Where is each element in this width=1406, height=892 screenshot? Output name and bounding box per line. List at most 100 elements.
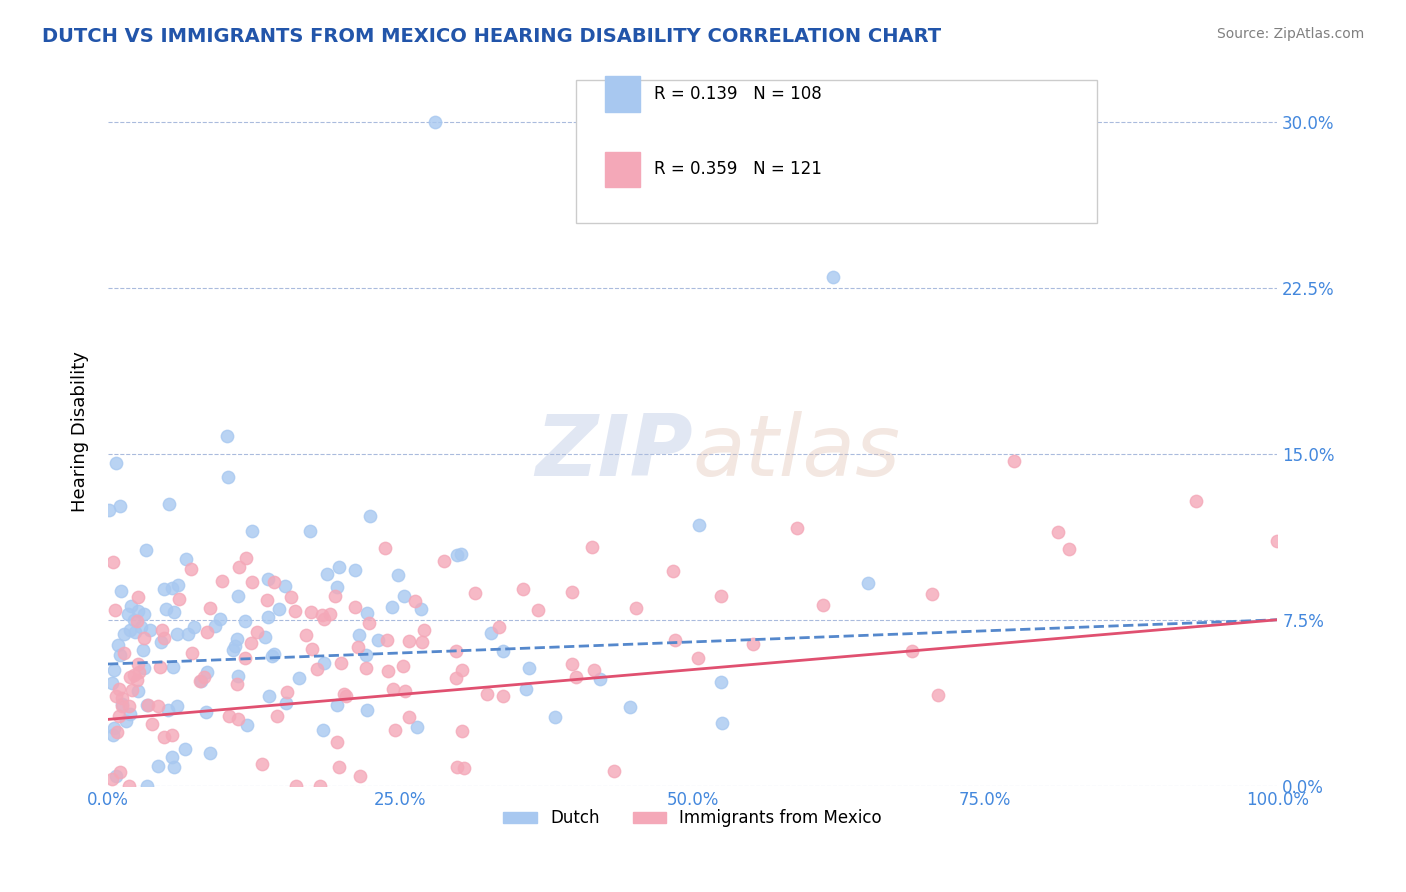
Point [162, 760, 184, 774]
Point [108, 648, 131, 662]
Point [312, 656, 335, 670]
Point [356, 606, 378, 620]
Point [110, 697, 132, 711]
Point [394, 589, 416, 603]
Text: R = 0.139   N = 108: R = 0.139 N = 108 [654, 85, 821, 103]
Point [107, 638, 129, 652]
Point [129, 620, 152, 634]
Point [228, 669, 250, 683]
Point [328, 759, 350, 773]
Point [329, 656, 352, 670]
Point [103, 555, 125, 569]
Point [398, 709, 420, 723]
Point [425, 114, 447, 128]
Point [118, 779, 141, 793]
Point [312, 612, 335, 626]
Point [128, 665, 150, 679]
Point [121, 683, 143, 698]
Point [198, 600, 221, 615]
Point [122, 667, 145, 681]
Point [245, 624, 267, 639]
Point [236, 718, 259, 732]
Point [132, 661, 155, 675]
Point [149, 634, 172, 648]
Point [132, 607, 155, 621]
Point [491, 689, 513, 703]
Point [160, 581, 183, 595]
Point [284, 604, 307, 618]
Point [108, 500, 131, 514]
Point [198, 747, 221, 761]
Point [411, 635, 433, 649]
Point [180, 562, 202, 576]
Point [166, 627, 188, 641]
Point [565, 670, 588, 684]
Point [451, 724, 474, 739]
Point [103, 722, 125, 736]
Point [517, 660, 540, 674]
Point [118, 670, 141, 684]
Point [104, 603, 127, 617]
Point [167, 591, 190, 606]
Point [274, 696, 297, 710]
Point [686, 651, 709, 665]
Point [512, 582, 534, 597]
Point [312, 723, 335, 737]
Text: Source: ZipAtlas.com: Source: ZipAtlas.com [1216, 27, 1364, 41]
Point [195, 665, 218, 680]
Point [257, 689, 280, 703]
Point [263, 647, 285, 661]
Point [326, 580, 349, 594]
Point [110, 584, 132, 599]
Point [107, 709, 129, 723]
Point [152, 582, 174, 596]
Y-axis label: Hearing Disability: Hearing Disability [72, 351, 89, 512]
Point [188, 673, 211, 688]
Point [602, 764, 624, 778]
Point [152, 632, 174, 646]
Point [619, 700, 641, 714]
Point [411, 601, 433, 615]
Point [446, 760, 468, 774]
Point [242, 524, 264, 539]
Point [221, 643, 243, 657]
Point [132, 631, 155, 645]
Point [135, 698, 157, 712]
Point [387, 568, 409, 582]
Point [328, 559, 350, 574]
Point [141, 717, 163, 731]
Legend: Dutch, Immigrants from Mexico: Dutch, Immigrants from Mexico [496, 803, 889, 834]
Point [444, 671, 467, 685]
Point [335, 689, 357, 703]
Point [354, 661, 377, 675]
Point [190, 673, 212, 688]
Point [193, 670, 215, 684]
Point [218, 709, 240, 723]
Point [112, 627, 135, 641]
Point [359, 616, 381, 631]
Point [228, 560, 250, 574]
Point [108, 765, 131, 780]
Point [155, 601, 177, 615]
Point [174, 741, 197, 756]
Point [433, 554, 456, 568]
Point [710, 674, 733, 689]
Point [325, 735, 347, 749]
Point [398, 634, 420, 648]
Point [162, 660, 184, 674]
Point [194, 705, 217, 719]
Point [160, 728, 183, 742]
Point [217, 469, 239, 483]
Point [344, 563, 367, 577]
Point [101, 728, 124, 742]
Point [104, 689, 127, 703]
Point [174, 551, 197, 566]
Point [626, 601, 648, 615]
Point [901, 644, 924, 658]
Text: ZIP: ZIP [536, 411, 693, 494]
Point [257, 609, 280, 624]
Point [260, 649, 283, 664]
Point [250, 757, 273, 772]
Point [333, 687, 356, 701]
Point [299, 524, 322, 539]
